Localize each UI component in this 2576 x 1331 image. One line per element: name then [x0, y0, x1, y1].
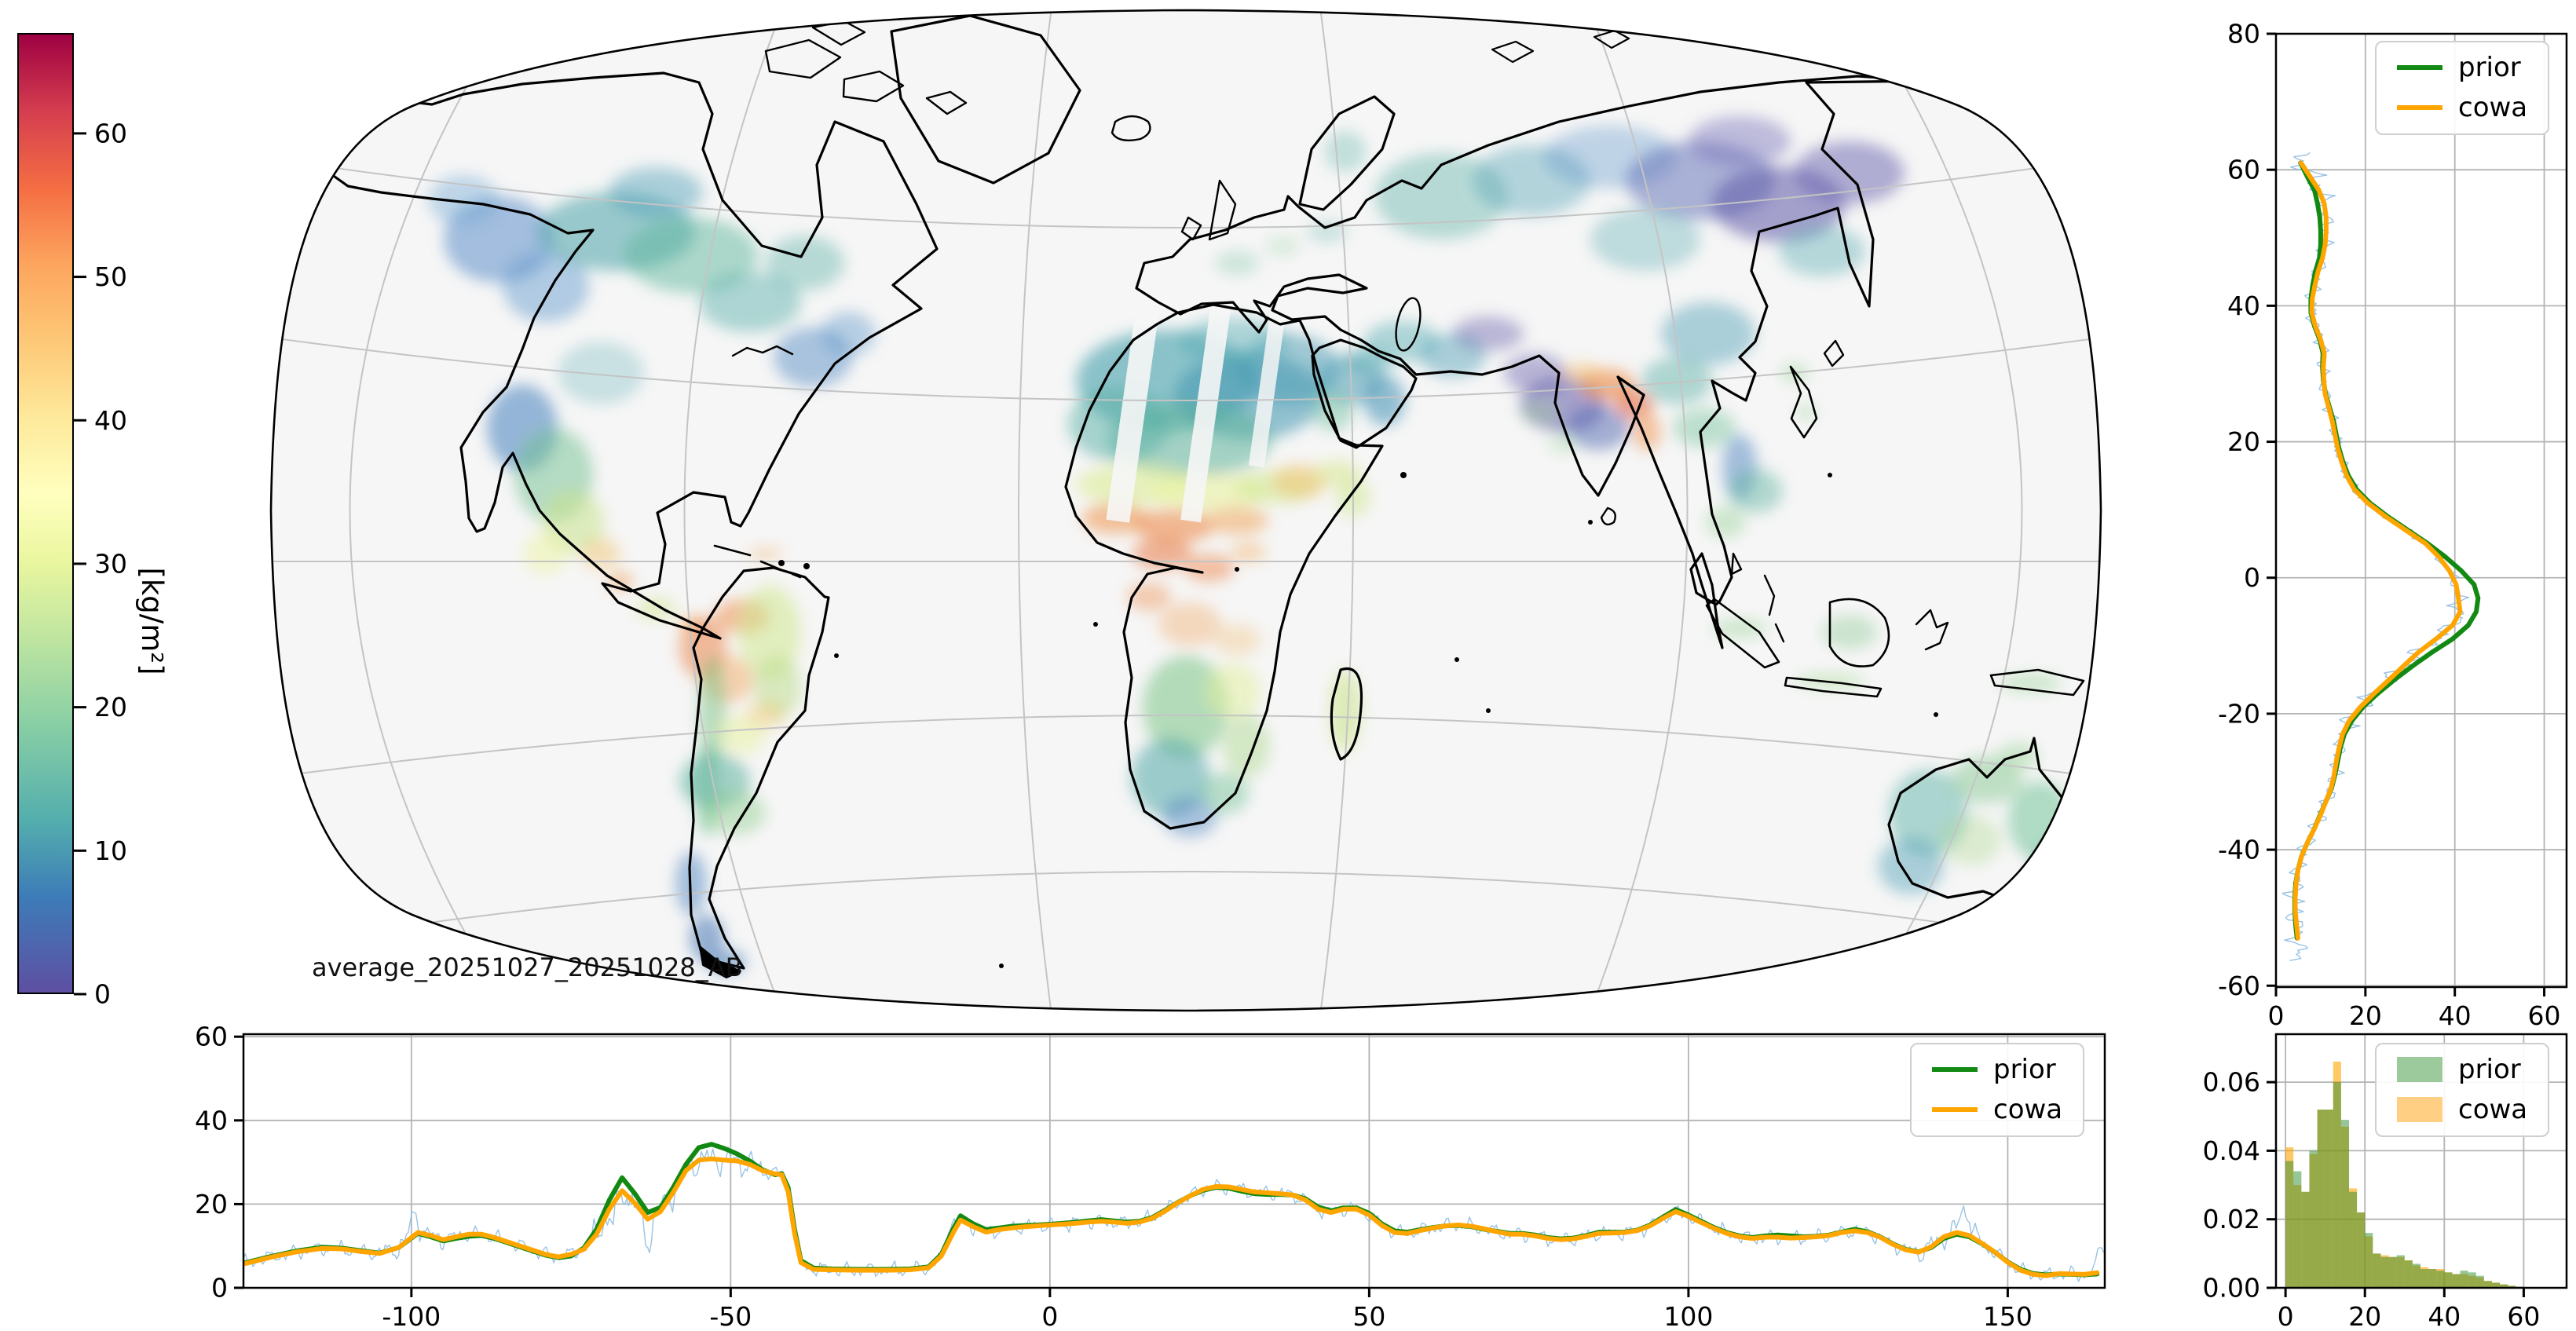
histogram-bars — [2285, 1061, 2524, 1288]
svg-text:40: 40 — [94, 405, 127, 436]
lat-profile-series — [2281, 152, 2481, 961]
svg-text:-50: -50 — [709, 1301, 752, 1331]
colorbar-axis: 0 10 20 30 40 50 60 — [74, 118, 127, 1010]
svg-text:0: 0 — [2244, 562, 2260, 593]
svg-text:20: 20 — [2348, 1301, 2381, 1331]
svg-text:20: 20 — [2227, 426, 2260, 457]
legend-label: prior — [1993, 1054, 2056, 1085]
cowa-line-swatch — [1932, 1107, 1978, 1113]
swath-gap-layer — [1106, 286, 1289, 523]
coastlines — [317, 14, 2101, 990]
legend-lat-profile: prior cowa — [2375, 41, 2550, 135]
legend-label: prior — [2458, 1054, 2521, 1085]
lat-profile-panel: 0 20 40 60 80 60 40 20 0 -20 -40 -60 — [2218, 19, 2568, 1031]
svg-text:10: 10 — [94, 836, 127, 866]
svg-text:0: 0 — [211, 1273, 228, 1304]
svg-text:0: 0 — [2268, 1000, 2285, 1031]
svg-text:60: 60 — [94, 118, 127, 148]
svg-text:60: 60 — [2227, 155, 2260, 185]
cowa-patch-swatch — [2397, 1097, 2442, 1123]
svg-text:0.04: 0.04 — [2203, 1135, 2260, 1166]
map-data-layer — [428, 116, 2083, 974]
legend-label: cowa — [1993, 1093, 2063, 1125]
svg-text:-60: -60 — [2218, 971, 2260, 1001]
svg-text:0.06: 0.06 — [2203, 1067, 2260, 1098]
svg-text:60: 60 — [195, 1022, 228, 1052]
legend-item-cowa: cowa — [2397, 1094, 2527, 1126]
prior-patch-swatch — [2397, 1057, 2442, 1083]
svg-text:60: 60 — [2528, 1000, 2561, 1031]
map-annotation: average_20251027_20251028_AB — [312, 953, 743, 982]
svg-text:0: 0 — [94, 979, 111, 1010]
svg-text:60: 60 — [2507, 1301, 2540, 1331]
legend-label: prior — [2458, 52, 2521, 83]
svg-text:-20: -20 — [2218, 698, 2260, 729]
svg-text:-40: -40 — [2218, 835, 2260, 865]
legend-label: cowa — [2458, 91, 2528, 123]
svg-text:40: 40 — [195, 1105, 228, 1135]
svg-text:20: 20 — [2349, 1000, 2382, 1031]
svg-text:80: 80 — [2227, 19, 2260, 49]
lon-profile-series — [243, 1142, 2105, 1282]
svg-text:50: 50 — [1352, 1301, 1385, 1331]
island-dots — [778, 472, 1938, 968]
svg-text:40: 40 — [2227, 291, 2260, 321]
legend-item-cowa: cowa — [2397, 92, 2527, 124]
legend-item-cowa: cowa — [1932, 1094, 2062, 1126]
svg-text:150: 150 — [1983, 1301, 2033, 1331]
svg-text:30: 30 — [94, 548, 127, 579]
svg-text:0.02: 0.02 — [2203, 1204, 2260, 1234]
svg-text:0: 0 — [1041, 1301, 1058, 1331]
histogram-panel: 0 20 40 60 0.00 0.02 0.04 0.06 — [2203, 1033, 2568, 1331]
world-map — [269, 9, 2102, 1012]
world-map-panel: average_20251027_20251028_AB — [263, 4, 2109, 1017]
svg-text:20: 20 — [94, 692, 127, 722]
svg-text:0.00: 0.00 — [2203, 1273, 2260, 1304]
map-frame-outline — [269, 9, 2102, 1012]
legend-item-prior: prior — [1932, 1054, 2062, 1086]
legend-lon-profile: prior cowa — [1910, 1043, 2085, 1137]
legend-item-prior: prior — [2397, 1054, 2527, 1086]
cowa-line-swatch — [2397, 105, 2442, 111]
svg-text:0: 0 — [2278, 1301, 2294, 1331]
svg-text:20: 20 — [195, 1189, 228, 1219]
prior-line-swatch — [2397, 65, 2442, 71]
prior-line-swatch — [1932, 1067, 1978, 1073]
svg-text:40: 40 — [2428, 1301, 2461, 1331]
svg-text:40: 40 — [2439, 1000, 2472, 1031]
svg-text:50: 50 — [94, 261, 127, 292]
legend-histogram: prior cowa — [2375, 1043, 2550, 1137]
colorbar-gradient — [17, 33, 74, 994]
legend-label: cowa — [2458, 1093, 2528, 1125]
svg-text:-100: -100 — [382, 1301, 441, 1331]
lon-profile-panel: -100 -50 0 50 100 150 0 20 40 60 — [195, 1022, 2106, 1331]
legend-item-prior: prior — [2397, 52, 2527, 84]
svg-text:100: 100 — [1663, 1301, 1713, 1331]
